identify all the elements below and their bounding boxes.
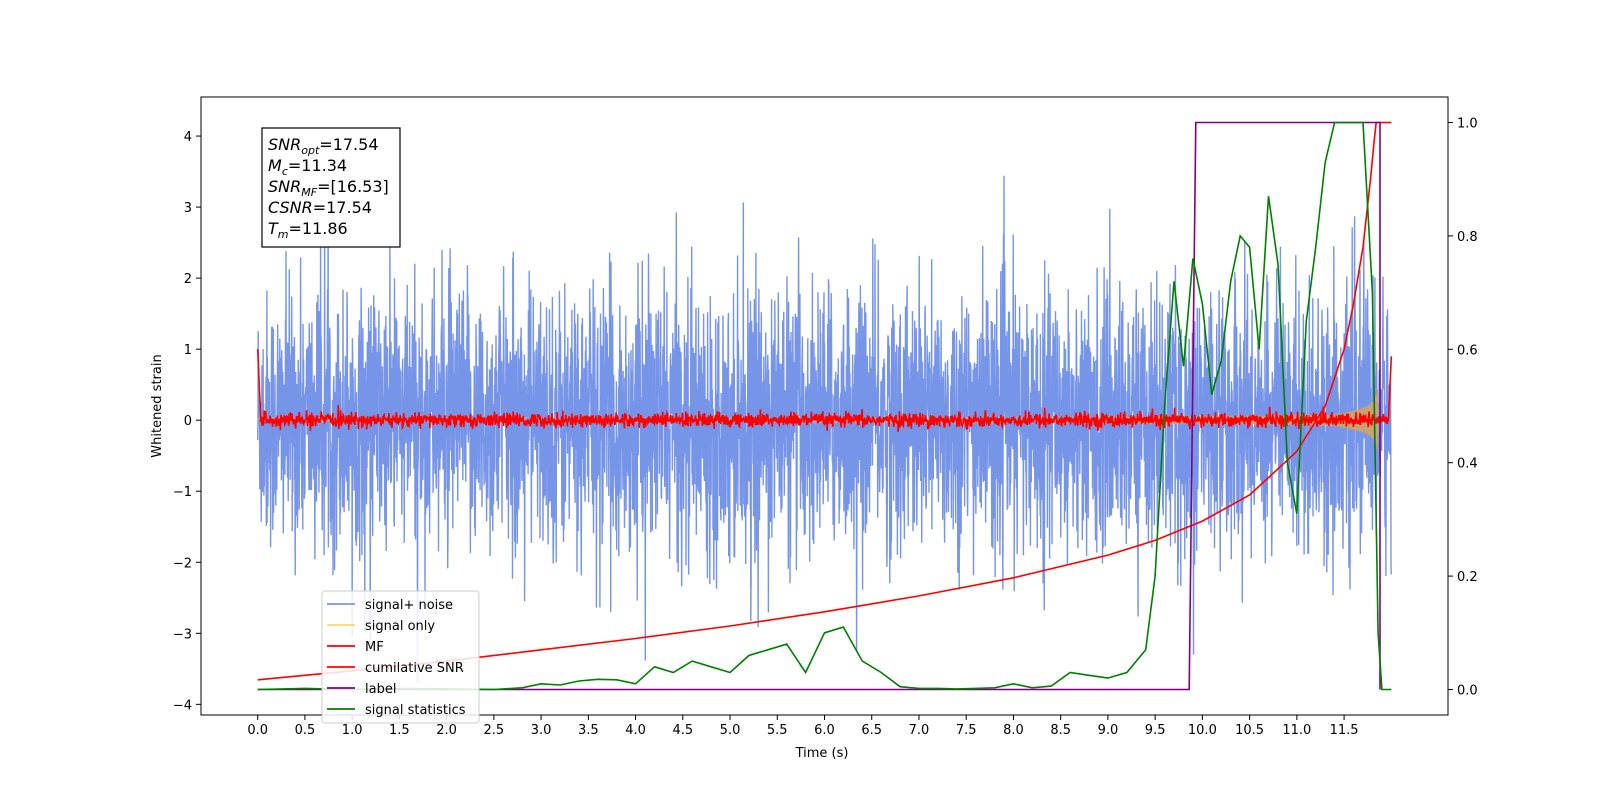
y-tick-label: −1 xyxy=(173,485,192,500)
annotation-value: =17.54 xyxy=(313,198,372,217)
annotation-symbol: T xyxy=(268,219,279,238)
legend-item: cumilative SNR xyxy=(327,661,464,676)
legend-item: signal+ noise xyxy=(327,598,453,613)
annotation-line: Tm=11.86 xyxy=(268,219,348,241)
annotation-value: =11.86 xyxy=(289,219,348,238)
x-tick-label: 3.0 xyxy=(531,723,552,738)
y-tick-label: 3 xyxy=(184,201,192,216)
annotation-subscript: opt xyxy=(301,144,320,157)
y-axis-label: Whitened strain xyxy=(150,354,165,457)
y-tick-label: 1 xyxy=(184,343,192,358)
x-axis-label: Time (s) xyxy=(795,746,849,761)
x-tick-label: 3.5 xyxy=(578,723,599,738)
x-tick-label: 2.5 xyxy=(484,723,505,738)
y-axis-right: 1.0 0.8 0.6 0.4 0.2 0.0 xyxy=(1448,117,1478,698)
x-tick-label: 2.0 xyxy=(436,723,457,738)
x-tick-label: 9.5 xyxy=(1145,723,1166,738)
x-tick-label: 9.0 xyxy=(1098,723,1119,738)
annotation-line: Mc=11.34 xyxy=(268,156,347,178)
label-line xyxy=(257,121,1381,691)
annotation-symbol: M xyxy=(268,156,282,175)
x-tick-label: 11.0 xyxy=(1282,723,1311,738)
y-tick-label: −3 xyxy=(173,627,192,642)
x-tick-label: 8.0 xyxy=(1003,723,1024,738)
y-tick-label: 4 xyxy=(184,130,192,145)
annotation-symbol: CSNR xyxy=(268,198,313,217)
legend-label: signal statistics xyxy=(365,703,466,718)
x-tick-label: 7.0 xyxy=(909,723,930,738)
y2-tick-label: 0.2 xyxy=(1457,570,1478,585)
series-signal-statistics xyxy=(257,121,1392,691)
annotation-line: SNRMF=[16.53] xyxy=(268,177,389,199)
legend-item: signal statistics xyxy=(327,703,466,718)
series-cumilative-snr xyxy=(257,121,1392,681)
legend-item: label xyxy=(327,682,396,697)
x-tick-label: 5.0 xyxy=(720,723,741,738)
annotation-symbol: SNR xyxy=(268,135,301,154)
cumilative-snr-line xyxy=(257,121,1392,681)
annotation-value: =11.34 xyxy=(288,156,347,175)
annotation-value: =[16.53] xyxy=(317,177,389,196)
x-tick-label: 10.0 xyxy=(1188,723,1217,738)
mf-line xyxy=(256,349,1393,433)
x-tick-label: 10.5 xyxy=(1235,723,1264,738)
x-tick-label: 1.5 xyxy=(389,723,410,738)
legend-item: MF xyxy=(327,640,384,655)
x-tick-label: 6.0 xyxy=(814,723,835,738)
annotation-line: CSNR=17.54 xyxy=(268,198,372,217)
annotation-symbol: SNR xyxy=(268,177,301,196)
y2-tick-label: 1.0 xyxy=(1457,117,1478,132)
legend-label: label xyxy=(365,682,396,697)
annotation-subscript: c xyxy=(282,165,288,178)
x-tick-label: 8.5 xyxy=(1050,723,1071,738)
legend-label: signal only xyxy=(365,619,435,634)
x-tick-label: 0.0 xyxy=(247,723,268,738)
y-axis-left: 4 3 2 1 0 −1 −2 −3 −4 xyxy=(173,130,201,713)
x-axis: 0.0 0.5 1.0 1.5 2.0 2.5 3.0 3.5 4.0 4.5 5.0 5.5 6.0 6… xyxy=(247,715,1359,738)
annotation-box: SNRopt=17.54Mc=11.34SNRMF=[16.53]CSNR=17… xyxy=(261,127,401,248)
y-tick-label: −2 xyxy=(173,556,192,571)
y-tick-label: −4 xyxy=(173,698,192,713)
y-tick-label: 2 xyxy=(184,272,192,287)
y2-tick-label: 0.8 xyxy=(1457,230,1478,245)
x-tick-label: 4.0 xyxy=(625,723,646,738)
legend-label: cumilative SNR xyxy=(365,661,464,676)
plot-area xyxy=(256,121,1393,691)
series-signal-noise xyxy=(257,175,1392,684)
x-tick-label: 0.5 xyxy=(295,723,316,738)
annotation-frame xyxy=(261,127,401,248)
y2-tick-label: 0.6 xyxy=(1457,343,1478,358)
y2-tick-label: 0.0 xyxy=(1457,683,1478,698)
signal-statistics-line xyxy=(257,121,1392,691)
legend-item: signal only xyxy=(327,619,435,634)
legend-label: MF xyxy=(365,640,384,655)
x-tick-label: 7.5 xyxy=(956,723,977,738)
y-tick-label: 0 xyxy=(184,414,192,429)
y2-tick-label: 0.4 xyxy=(1457,457,1478,472)
x-tick-label: 5.5 xyxy=(767,723,788,738)
series-label xyxy=(257,121,1381,691)
x-tick-label: 6.5 xyxy=(861,723,882,738)
legend: signal+ noise signal only MF cumilative SNR… xyxy=(321,590,480,724)
series-mf xyxy=(256,349,1393,433)
legend-label: signal+ noise xyxy=(365,598,453,613)
annotation-line: SNRopt=17.54 xyxy=(268,135,379,157)
x-tick-label: 11.5 xyxy=(1330,723,1359,738)
annotation-subscript: m xyxy=(278,228,289,241)
signal-noise-line xyxy=(257,175,1392,684)
annotation-subscript: MF xyxy=(301,186,317,199)
annotation-value: =17.54 xyxy=(319,135,378,154)
legend-frame xyxy=(321,590,480,724)
x-tick-label: 1.0 xyxy=(342,723,363,738)
x-tick-label: 4.5 xyxy=(672,723,693,738)
